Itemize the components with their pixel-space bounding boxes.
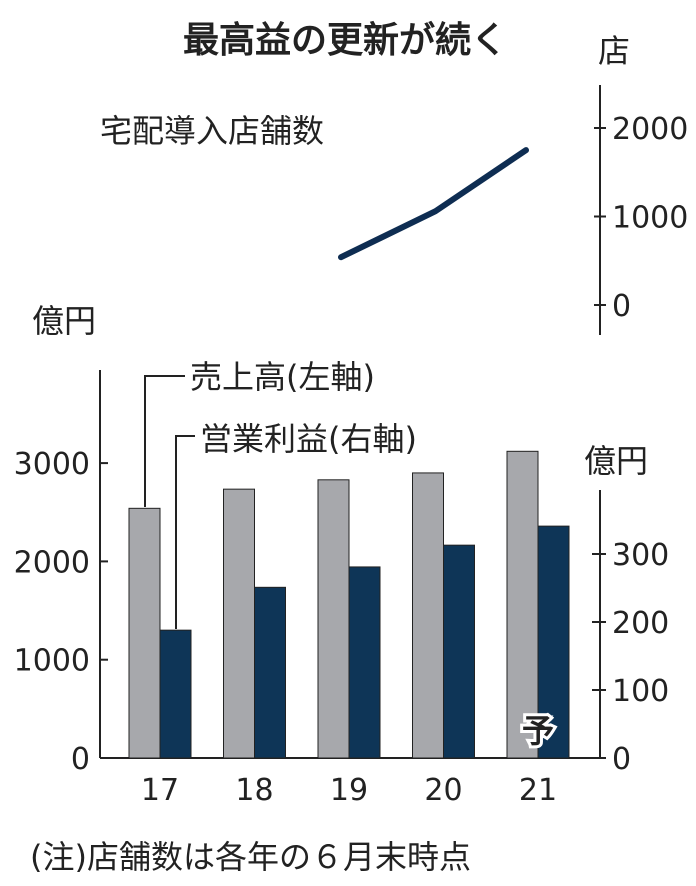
left-y-tick-label: 3000 xyxy=(14,447,90,482)
sales-bar xyxy=(412,472,444,759)
right-y-tick-label: 100 xyxy=(612,674,669,709)
chart-title: 最高益の更新が続く xyxy=(183,20,507,61)
x-tick-label: 18 xyxy=(235,773,273,808)
profit-bar xyxy=(443,544,475,759)
chart-note: (注)店舗数は各年の６月末時点 xyxy=(30,838,471,876)
store-count-line xyxy=(338,147,529,261)
right-y-tick-label: 200 xyxy=(612,606,669,641)
forecast-label: 予 xyxy=(522,712,554,750)
legend-leader-sales xyxy=(144,375,185,507)
line-y-tick-label: 1000 xyxy=(612,201,688,236)
left-y-tick-label: 1000 xyxy=(14,644,90,679)
x-tick-label: 21 xyxy=(519,773,557,808)
right-y-tick-label: 0 xyxy=(612,742,631,777)
x-tick-label: 19 xyxy=(330,773,368,808)
line-series-label: 宅配導入店舗数 xyxy=(100,112,324,150)
sales-bar xyxy=(128,507,161,759)
x-tick-label: 20 xyxy=(424,773,462,808)
legend-profit: 営業利益(右軸) xyxy=(200,420,417,458)
sales-bar xyxy=(317,479,350,759)
left-y-tick-label: 2000 xyxy=(14,545,90,580)
x-tick-label: 17 xyxy=(141,773,179,808)
legend-leader-profit xyxy=(175,435,195,629)
profit-bar xyxy=(254,586,286,759)
legend-sales: 売上高(左軸) xyxy=(190,358,375,396)
line-unit-label: 店 xyxy=(598,32,630,70)
left-axis-unit: 億円 xyxy=(32,302,96,340)
profit-bar xyxy=(537,525,570,759)
line-y-tick-label: 2000 xyxy=(612,112,688,147)
line-y-tick-label: 0 xyxy=(612,289,631,324)
left-y-tick-label: 0 xyxy=(71,742,90,777)
sales-bar xyxy=(506,450,539,759)
sales-bar xyxy=(223,488,255,759)
right-axis-unit: 億円 xyxy=(584,442,648,480)
profit-bar xyxy=(348,566,381,759)
right-y-tick-label: 300 xyxy=(612,538,669,573)
profit-bar xyxy=(159,629,192,759)
